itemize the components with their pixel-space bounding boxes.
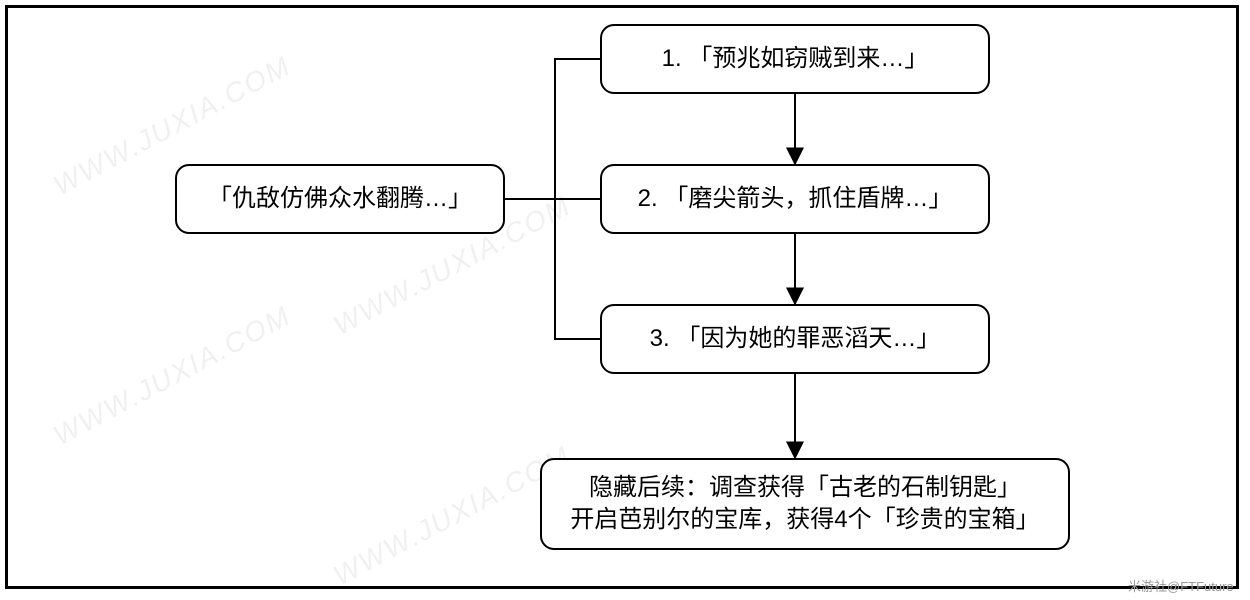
node-label: 「仇敌仿佛众水翻腾…」 — [208, 183, 472, 215]
node-label: 3. 「因为她的罪恶滔天…」 — [650, 323, 941, 355]
node-1: 1. 「预兆如窃贼到来…」 — [600, 24, 990, 94]
node-label: 1. 「预兆如窃贼到来…」 — [662, 43, 929, 75]
node-2: 2. 「磨尖箭头，抓住盾牌…」 — [600, 164, 990, 234]
node-final: 隐藏后续：调查获得「古老的石制钥匙」 开启芭别尔的宝库，获得4个「珍贵的宝箱」 — [540, 458, 1070, 550]
node-3: 3. 「因为她的罪恶滔天…」 — [600, 304, 990, 374]
node-label: 隐藏后续：调查获得「古老的石制钥匙」 开启芭别尔的宝库，获得4个「珍贵的宝箱」 — [570, 472, 1039, 537]
node-label: 2. 「磨尖箭头，抓住盾牌…」 — [638, 183, 953, 215]
attribution-text: 米游社@FTFuture — [1128, 576, 1234, 595]
node-left: 「仇敌仿佛众水翻腾…」 — [175, 164, 505, 234]
